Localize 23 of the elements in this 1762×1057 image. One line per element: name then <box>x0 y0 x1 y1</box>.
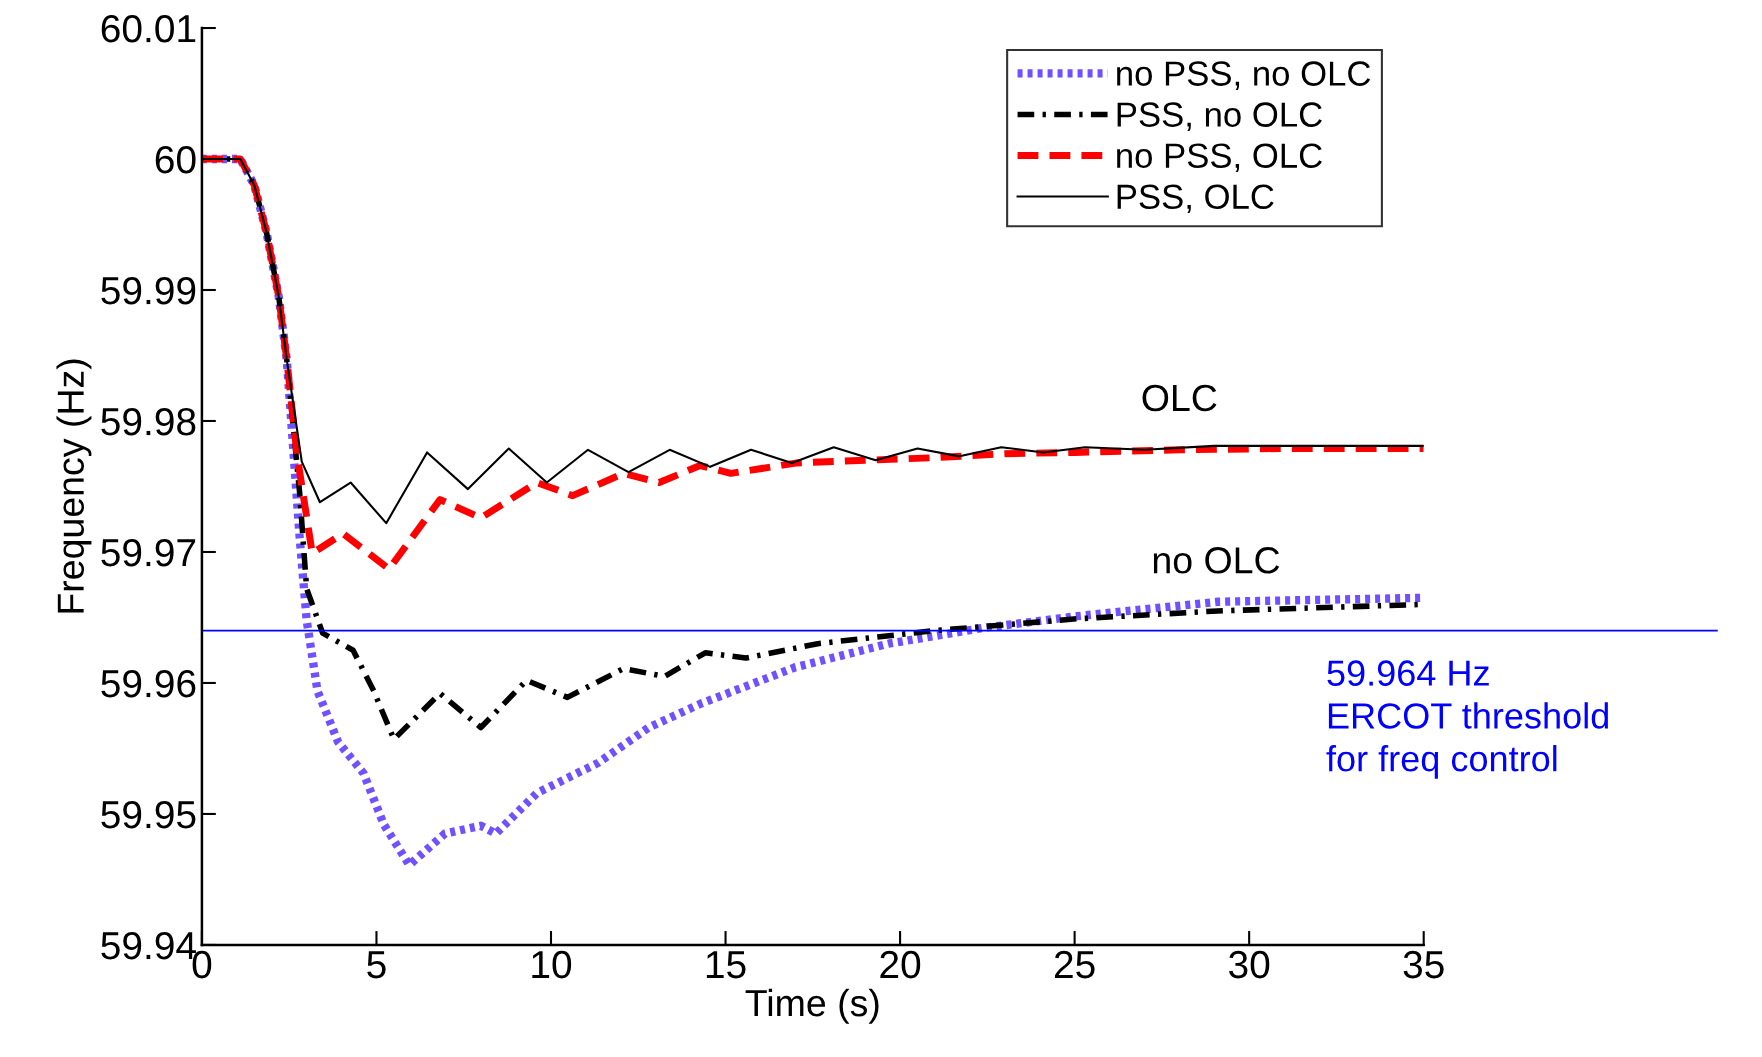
y-tick-label: 59.99 <box>101 276 196 305</box>
x-tick-label: 30 <box>1229 950 1270 979</box>
x-axis-title: Time (s) <box>745 988 879 1024</box>
y-tick-label: 60 <box>155 145 196 174</box>
y-tick-label: 59.96 <box>101 669 196 698</box>
x-tick-label: 20 <box>880 950 921 979</box>
x-tick-label: 25 <box>1054 950 1095 979</box>
annotation: OLC <box>1142 384 1217 412</box>
x-tick-label: 10 <box>532 950 572 979</box>
x-tick-label: 35 <box>1403 950 1444 979</box>
ref-line-label: 59.964 Hz ERCOT threshold for freq control <box>1326 660 1608 779</box>
annotation: no OLC <box>1153 547 1280 574</box>
legend-label: PSS, OLC <box>1117 184 1274 214</box>
y-tick-label: 60.01 <box>101 14 196 43</box>
legend-label: PSS, no OLC <box>1117 102 1322 132</box>
legend-label: no PSS, OLC <box>1117 143 1322 173</box>
x-tick-label: 15 <box>706 951 746 979</box>
legend-label: no PSS, no OLC <box>1117 61 1371 90</box>
y-tick-label: 59.95 <box>101 800 196 829</box>
x-tick-label: 5 <box>367 951 386 979</box>
y-axis-title: Frequency (Hz) <box>56 359 92 613</box>
y-tick-label: 59.98 <box>101 407 196 436</box>
y-tick-label: 59.97 <box>101 538 196 567</box>
